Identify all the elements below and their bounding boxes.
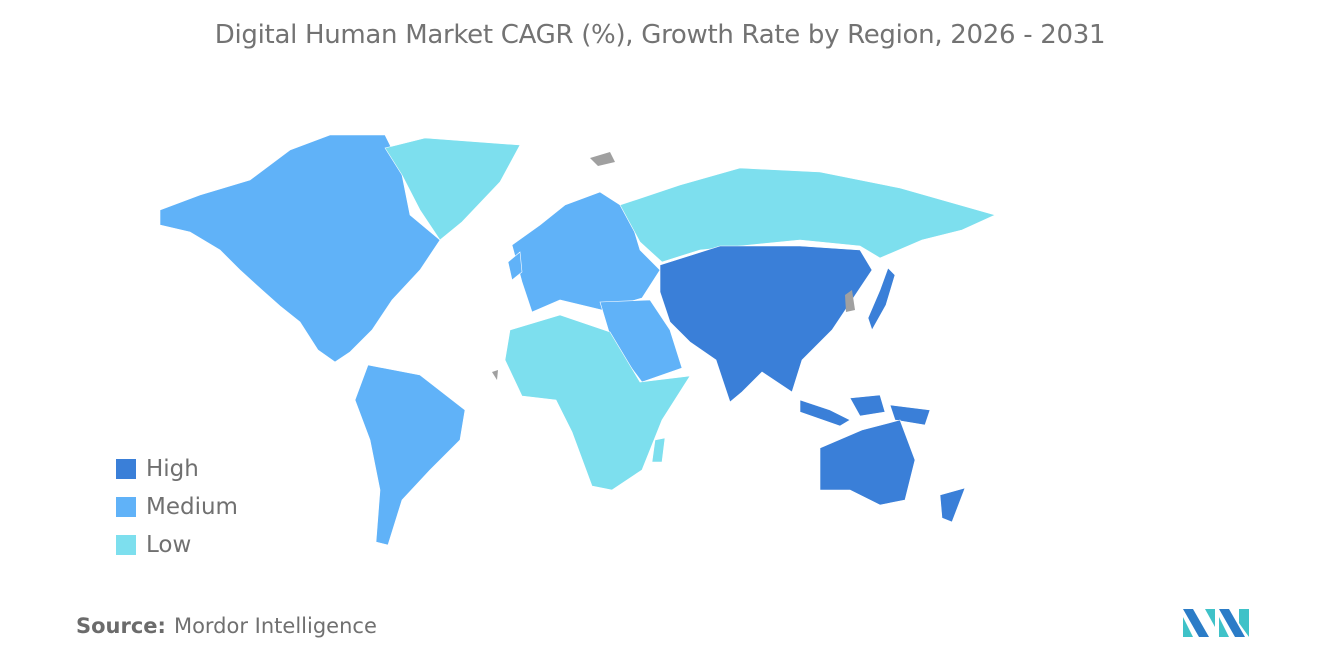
source-note: Source: Mordor Intelligence	[76, 614, 377, 638]
legend-swatch-high	[116, 459, 136, 479]
region-no-data-korea	[845, 290, 855, 312]
region-asia-pacific	[659, 245, 873, 403]
region-asia-pacific	[939, 487, 966, 523]
map-title: Digital Human Market CAGR (%), Growth Ra…	[214, 20, 1106, 50]
region-greenland	[384, 137, 521, 241]
legend-label: Low	[146, 532, 192, 558]
region-asia-pacific	[819, 419, 916, 506]
region-africa	[504, 314, 691, 491]
source-label: Source:	[76, 614, 166, 638]
legend-label: Medium	[146, 494, 238, 520]
region-no-data-svalbard	[590, 152, 615, 166]
legend-item-medium: Medium	[116, 488, 238, 526]
region-africa	[651, 437, 666, 463]
region-russia	[619, 167, 996, 263]
source-value: Mordor Intelligence	[173, 614, 377, 638]
region-europe	[507, 251, 523, 281]
legend-swatch-low	[116, 535, 136, 555]
mordor-logo-icon	[1183, 609, 1249, 637]
region-south-america	[354, 364, 466, 546]
region-no-data-islands	[492, 370, 498, 380]
legend-swatch-medium	[116, 497, 136, 517]
legend-label: High	[146, 456, 199, 482]
region-asia-pacific	[799, 399, 851, 427]
region-asia-pacific	[849, 394, 886, 417]
legend-item-high: High	[116, 450, 238, 488]
legend-item-low: Low	[116, 526, 238, 564]
legend: High Medium Low	[116, 450, 238, 564]
region-north-america	[159, 134, 441, 363]
region-asia-pacific	[867, 267, 896, 331]
